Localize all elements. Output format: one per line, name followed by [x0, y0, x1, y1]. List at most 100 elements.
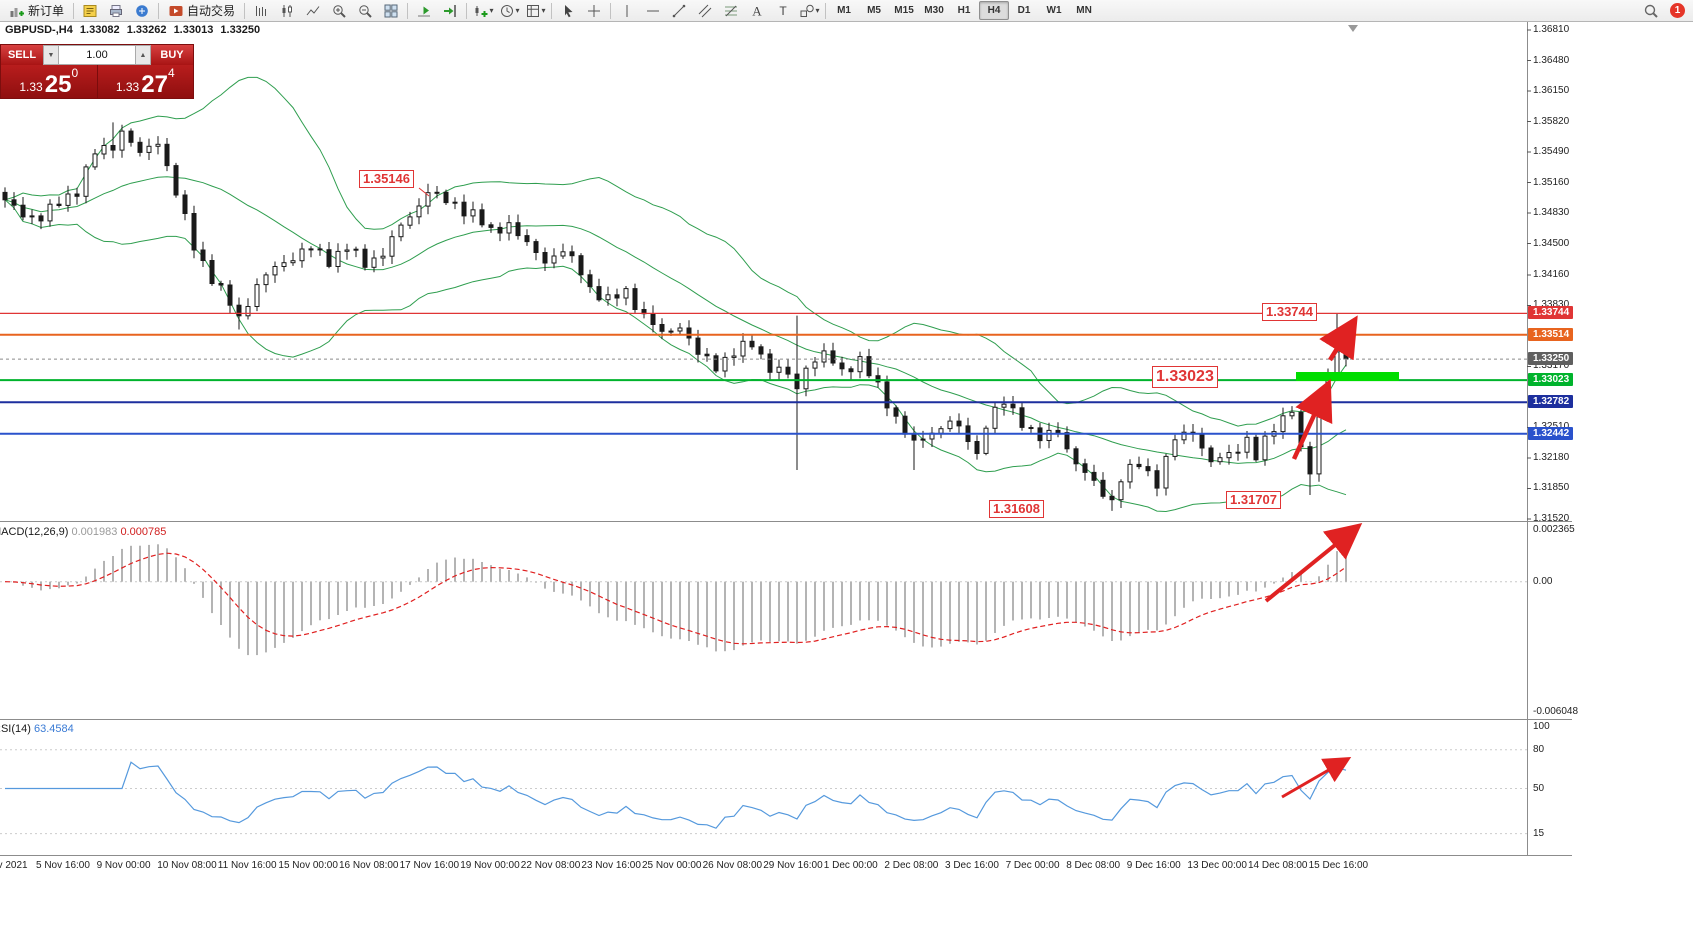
ask-prefix: 1.33: [115, 80, 140, 94]
new-order-button[interactable]: 新订单: [3, 0, 70, 21]
crosshair-icon: [588, 4, 601, 17]
time-axis-label: 16 Nov 08:00: [339, 860, 399, 871]
candles-view-button[interactable]: [274, 0, 300, 21]
timeframe-H4[interactable]: H4: [979, 1, 1010, 20]
price-axis-tick: 1.36150: [1533, 85, 1570, 96]
price-annotation[interactable]: 1.33023: [1152, 366, 1218, 388]
time-axis-label: 25 Nov 00:00: [642, 860, 702, 871]
price-annotation[interactable]: 1.31608: [989, 500, 1044, 519]
line-view-button[interactable]: [300, 0, 326, 21]
community-button[interactable]: [129, 0, 155, 21]
time-axis-label: 1 Dec 00:00: [823, 860, 878, 871]
label-tool-button[interactable]: T: [770, 0, 796, 21]
periods-icon: [500, 4, 513, 17]
new-order-label: 新订单: [28, 4, 65, 18]
new-order-icon: [10, 7, 24, 17]
macd-histogram: [13, 542, 1347, 656]
dropdown-arrow-icon: ▾: [815, 6, 820, 15]
price-annotation[interactable]: 1.33744: [1262, 303, 1317, 322]
crosshair-tool-button[interactable]: [581, 0, 607, 21]
timeframe-M5[interactable]: M5: [867, 5, 881, 16]
volume-decrease-button[interactable]: ▼: [43, 45, 59, 65]
low-value: 1.33013: [173, 24, 214, 36]
print-button[interactable]: [103, 0, 129, 21]
text-tool-button[interactable]: A: [744, 0, 770, 21]
candle-wicks: [4, 122, 1347, 511]
metaeditor-button[interactable]: [77, 0, 103, 21]
volume-increase-button[interactable]: ▲: [135, 45, 151, 65]
chart-shift-marker[interactable]: [1348, 25, 1358, 32]
search-button[interactable]: [1638, 0, 1664, 21]
periods-button[interactable]: ▾: [496, 0, 522, 21]
chart-shift-button[interactable]: [437, 0, 463, 21]
timeframe-M30[interactable]: M30: [924, 5, 944, 16]
cursor-tool-button[interactable]: [555, 0, 581, 21]
price-tag-1.33744: 1.33744: [1528, 306, 1574, 320]
print-icon: [110, 4, 123, 17]
timeframe-M15[interactable]: M15: [894, 5, 914, 16]
toolbar-separator: [158, 2, 160, 19]
high-value: 1.33262: [126, 24, 167, 36]
volume-input[interactable]: 1.00: [59, 45, 135, 65]
price-annotation[interactable]: 1.35146: [359, 170, 414, 189]
candle-chart-icon: [282, 4, 293, 17]
bars-view-button[interactable]: [248, 0, 274, 21]
shapes-tool-button[interactable]: ▾: [796, 0, 822, 21]
timeframe-W1[interactable]: W1: [1046, 5, 1062, 16]
time-axis-label: 13 Dec 00:00: [1187, 860, 1247, 871]
highlight-zone[interactable]: [1296, 372, 1399, 381]
time-axis-label: 26 Nov 08:00: [702, 860, 763, 871]
autotrading-button[interactable]: 自动交易: [162, 0, 241, 21]
toolbar-separator: [73, 2, 75, 19]
rsi-name: RSI(14): [0, 723, 31, 735]
trendline-tool-button[interactable]: [666, 0, 692, 21]
templates-button[interactable]: ▾: [522, 0, 548, 21]
templates-icon: [526, 4, 539, 17]
horizontal-line-tool-button[interactable]: [640, 0, 666, 21]
time-axis-label: ov 2021: [0, 860, 28, 871]
notification-badge[interactable]: 1: [1670, 3, 1685, 18]
price-tag-1.33023: 1.33023: [1528, 373, 1574, 387]
price-axis-tick: 1.33170: [1533, 360, 1570, 372]
sell-button[interactable]: SELL: [1, 45, 43, 65]
pane-separators: [0, 22, 1572, 856]
candles-bearish: [2, 130, 1349, 501]
price-axis-tickmarks: [1527, 29, 1531, 520]
macd-signal-value: 0.000785: [120, 526, 167, 538]
macd-main-value: 0.001983: [71, 526, 118, 538]
fibonacci-tool-button[interactable]: [718, 0, 744, 21]
buy-button[interactable]: BUY: [151, 45, 193, 65]
timeframe-H1[interactable]: H1: [957, 5, 971, 16]
channel-tool-button[interactable]: [692, 0, 718, 21]
toolbar: 新订单 自动交易 ▾ ▾ ▾ A T ▾ M1 M5 M15 M30 H1 H4 D1 W1 MN 1: [0, 0, 1693, 22]
rsi-axis-label: 50: [1533, 782, 1545, 794]
new-chart-button[interactable]: ▾: [470, 0, 496, 21]
bid-pip-digit: 0: [71, 66, 79, 80]
ask-price[interactable]: 1.33 27 4: [98, 65, 194, 98]
price-axis-tick: 1.31520: [1533, 513, 1570, 524]
price-axis-tick: 1.36810: [1533, 24, 1570, 35]
bollinger-bands: [4, 76, 1347, 513]
vertical-line-tool-button[interactable]: [614, 0, 640, 21]
time-axis-label: 15 Nov 00:00: [278, 860, 338, 871]
time-axis-label: 9 Dec 16:00: [1126, 860, 1181, 871]
auto-scroll-button[interactable]: [411, 0, 437, 21]
zoom-in-button[interactable]: [326, 0, 352, 21]
timeframe-D1[interactable]: D1: [1017, 5, 1031, 16]
macd-axis-label: -0.006048: [1533, 706, 1579, 717]
open-value: 1.33082: [79, 24, 120, 36]
price-annotation[interactable]: 1.31707: [1226, 491, 1281, 510]
time-axis-label: 5 Nov 16:00: [36, 860, 90, 871]
trend-arrows[interactable]: [1264, 315, 1363, 799]
price-axis-tick: 1.34500: [1533, 237, 1570, 249]
zoom-out-button[interactable]: [352, 0, 378, 21]
annotation-connector: [418, 187, 430, 197]
timeframe-MN[interactable]: MN: [1076, 5, 1092, 16]
price-tag-1.32782: 1.32782: [1528, 395, 1574, 409]
bid-price[interactable]: 1.33 25 0: [1, 65, 97, 98]
toolbar-separator: [466, 2, 468, 19]
price-divider: [96, 65, 98, 98]
tile-windows-button[interactable]: [378, 0, 404, 21]
timeframe-M1[interactable]: M1: [837, 5, 851, 16]
